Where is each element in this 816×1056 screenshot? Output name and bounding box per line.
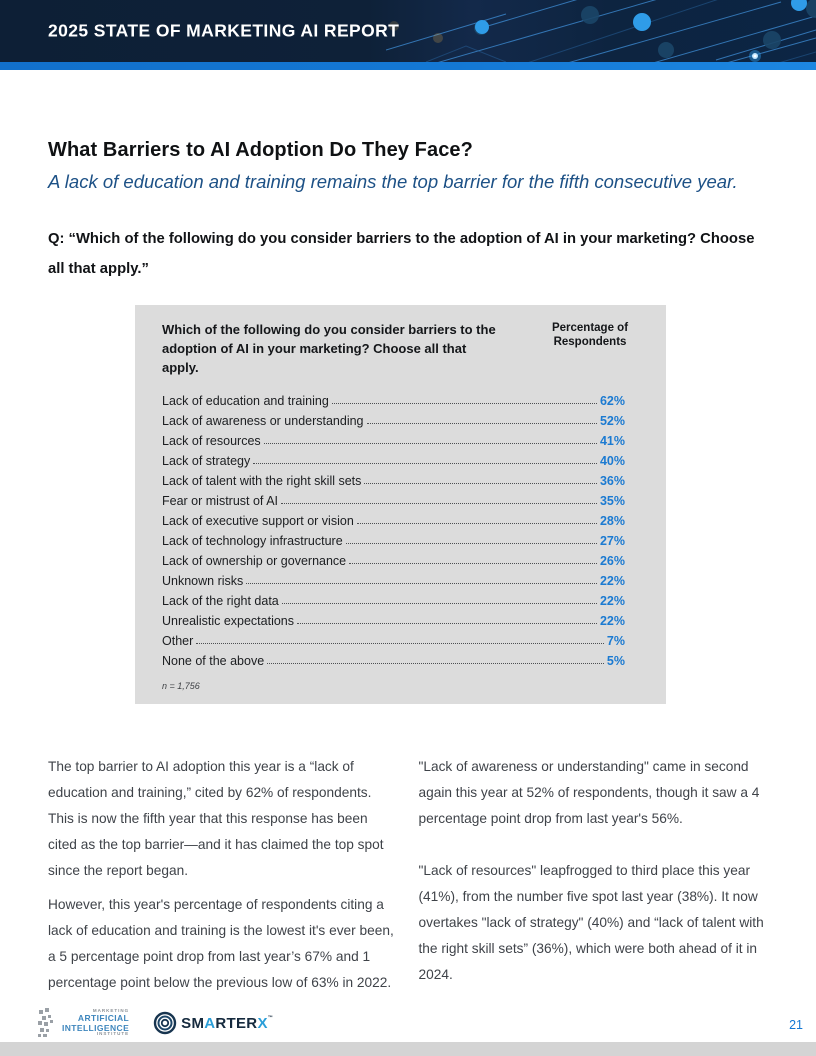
- table-row: Lack of awareness or understanding 52%: [162, 410, 625, 430]
- dot-leader: [281, 603, 597, 604]
- paragraph: "Lack of awareness or understanding" cam…: [418, 759, 760, 826]
- table-row: Lack of the right data 22%: [162, 590, 625, 610]
- table-row: Lack of education and training 62%: [162, 390, 625, 410]
- table-row-label: Unknown risks: [162, 574, 244, 588]
- dot-leader: [297, 623, 597, 624]
- table-row-value: 40%: [599, 454, 625, 468]
- table-row: Lack of strategy 40%: [162, 450, 625, 470]
- table-row-label: Lack of ownership or governance: [162, 554, 347, 568]
- circuit-pattern-icon: [386, 0, 816, 62]
- table-row-label: Fear or mistrust of AI: [162, 494, 279, 508]
- table-row-label: Lack of awareness or understanding: [162, 414, 364, 428]
- dot-leader: [281, 503, 597, 504]
- paragraph: "Lack of resources" leapfrogged to third…: [418, 863, 764, 982]
- dot-leader: [253, 463, 597, 464]
- paragraph: However, this year's percentage of respo…: [48, 897, 394, 990]
- maii-artificial-label: ARTIFICIAL: [77, 1013, 130, 1023]
- table-row-value: 35%: [599, 494, 625, 508]
- report-header: 2025 STATE OF MARKETING AI REPORT: [0, 0, 816, 62]
- dot-leader: [349, 563, 597, 564]
- table-row: None of the above 5%: [162, 650, 625, 670]
- table-rows: Lack of education and training 62% Lack …: [162, 390, 642, 670]
- table-row: Fear or mistrust of AI 35%: [162, 490, 625, 510]
- dot-leader: [366, 423, 597, 424]
- table-row-value: 62%: [599, 394, 625, 408]
- table-row-value: 22%: [599, 594, 625, 608]
- table-row-label: Lack of the right data: [162, 594, 279, 608]
- dot-leader: [356, 523, 597, 524]
- table-header-percentage: Percentage of Respondents: [551, 322, 629, 348]
- survey-question: Q: “Which of the following do you consid…: [48, 231, 755, 277]
- paragraph: The top barrier to AI adoption this year…: [48, 759, 384, 878]
- table-row-value: 36%: [599, 474, 625, 488]
- table-row: Other 7%: [162, 630, 625, 650]
- page-title: What Barriers to AI Adoption Do They Fac…: [48, 139, 473, 161]
- table-row-label: Lack of strategy: [162, 454, 251, 468]
- table-row-label: Lack of talent with the right skill sets: [162, 474, 362, 488]
- table-row-value: 22%: [599, 574, 625, 588]
- maii-marketing-label: MARKETING: [92, 1007, 130, 1013]
- maii-institute-label: INSTITUTE: [96, 1031, 130, 1036]
- dot-leader: [263, 443, 597, 444]
- table-row-label: Lack of education and training: [162, 394, 329, 408]
- table-row: Lack of technology infrastructure 27%: [162, 530, 625, 550]
- dot-leader: [246, 583, 597, 584]
- table-row-label: Lack of executive support or vision: [162, 514, 354, 528]
- smarterx-logo: SMARTERX™: [153, 1011, 273, 1035]
- table-row: Lack of ownership or governance 26%: [162, 550, 625, 570]
- dot-leader: [267, 663, 604, 664]
- dot-leader: [345, 543, 597, 544]
- body-column-right: "Lack of awareness or understanding" cam…: [419, 754, 769, 996]
- table-row-value: 7%: [606, 634, 625, 648]
- table-row-label: Unrealistic expectations: [162, 614, 295, 628]
- table-row-label: Lack of resources: [162, 434, 261, 448]
- table-row-value: 27%: [599, 534, 625, 548]
- smarterx-wordmark: SMARTERX™: [181, 1014, 274, 1032]
- dot-leader: [196, 643, 604, 644]
- footer-logos: MARKETING ARTIFICIAL INTELLIGENCE INSTIT…: [38, 1008, 273, 1038]
- dot-leader: [331, 403, 597, 404]
- table-row: Unrealistic expectations 22%: [162, 610, 625, 630]
- body-column-left: The top barrier to AI adoption this year…: [48, 754, 398, 996]
- table-row-label: Other: [162, 634, 194, 648]
- table-row-value: 26%: [599, 554, 625, 568]
- table-header-question: Which of the following do you consider b…: [162, 322, 496, 375]
- table-row: Unknown risks 22%: [162, 570, 625, 590]
- table-row: Lack of talent with the right skill sets…: [162, 470, 625, 490]
- table-row: Lack of executive support or vision 28%: [162, 510, 625, 530]
- table-row-value: 52%: [599, 414, 625, 428]
- page-number: 21: [789, 1018, 803, 1032]
- table-row-value: 5%: [606, 654, 625, 668]
- table-row-value: 22%: [599, 614, 625, 628]
- table-row-label: None of the above: [162, 654, 265, 668]
- report-title: 2025 STATE OF MARKETING AI REPORT: [48, 20, 400, 41]
- footer-bar: [0, 1042, 816, 1056]
- body-columns: The top barrier to AI adoption this year…: [48, 754, 768, 996]
- maii-intelligence-label: INTELLIGENCE: [62, 1022, 130, 1033]
- dot-leader: [364, 483, 597, 484]
- results-table: Which of the following do you consider b…: [135, 305, 666, 704]
- header-accent-stripe: [0, 62, 816, 70]
- sample-size-note: n = 1,756: [162, 681, 200, 691]
- table-row-label: Lack of technology infrastructure: [162, 534, 343, 548]
- table-row: Lack of resources 41%: [162, 430, 625, 450]
- maii-pixel-brain-icon: [38, 1008, 53, 1037]
- page-subtitle: A lack of education and training remains…: [48, 171, 738, 192]
- table-row-value: 41%: [599, 434, 625, 448]
- marketing-ai-institute-logo: MARKETING ARTIFICIAL INTELLIGENCE INSTIT…: [38, 1008, 129, 1038]
- smarterx-rings-icon: [153, 1011, 177, 1035]
- table-row-value: 28%: [599, 514, 625, 528]
